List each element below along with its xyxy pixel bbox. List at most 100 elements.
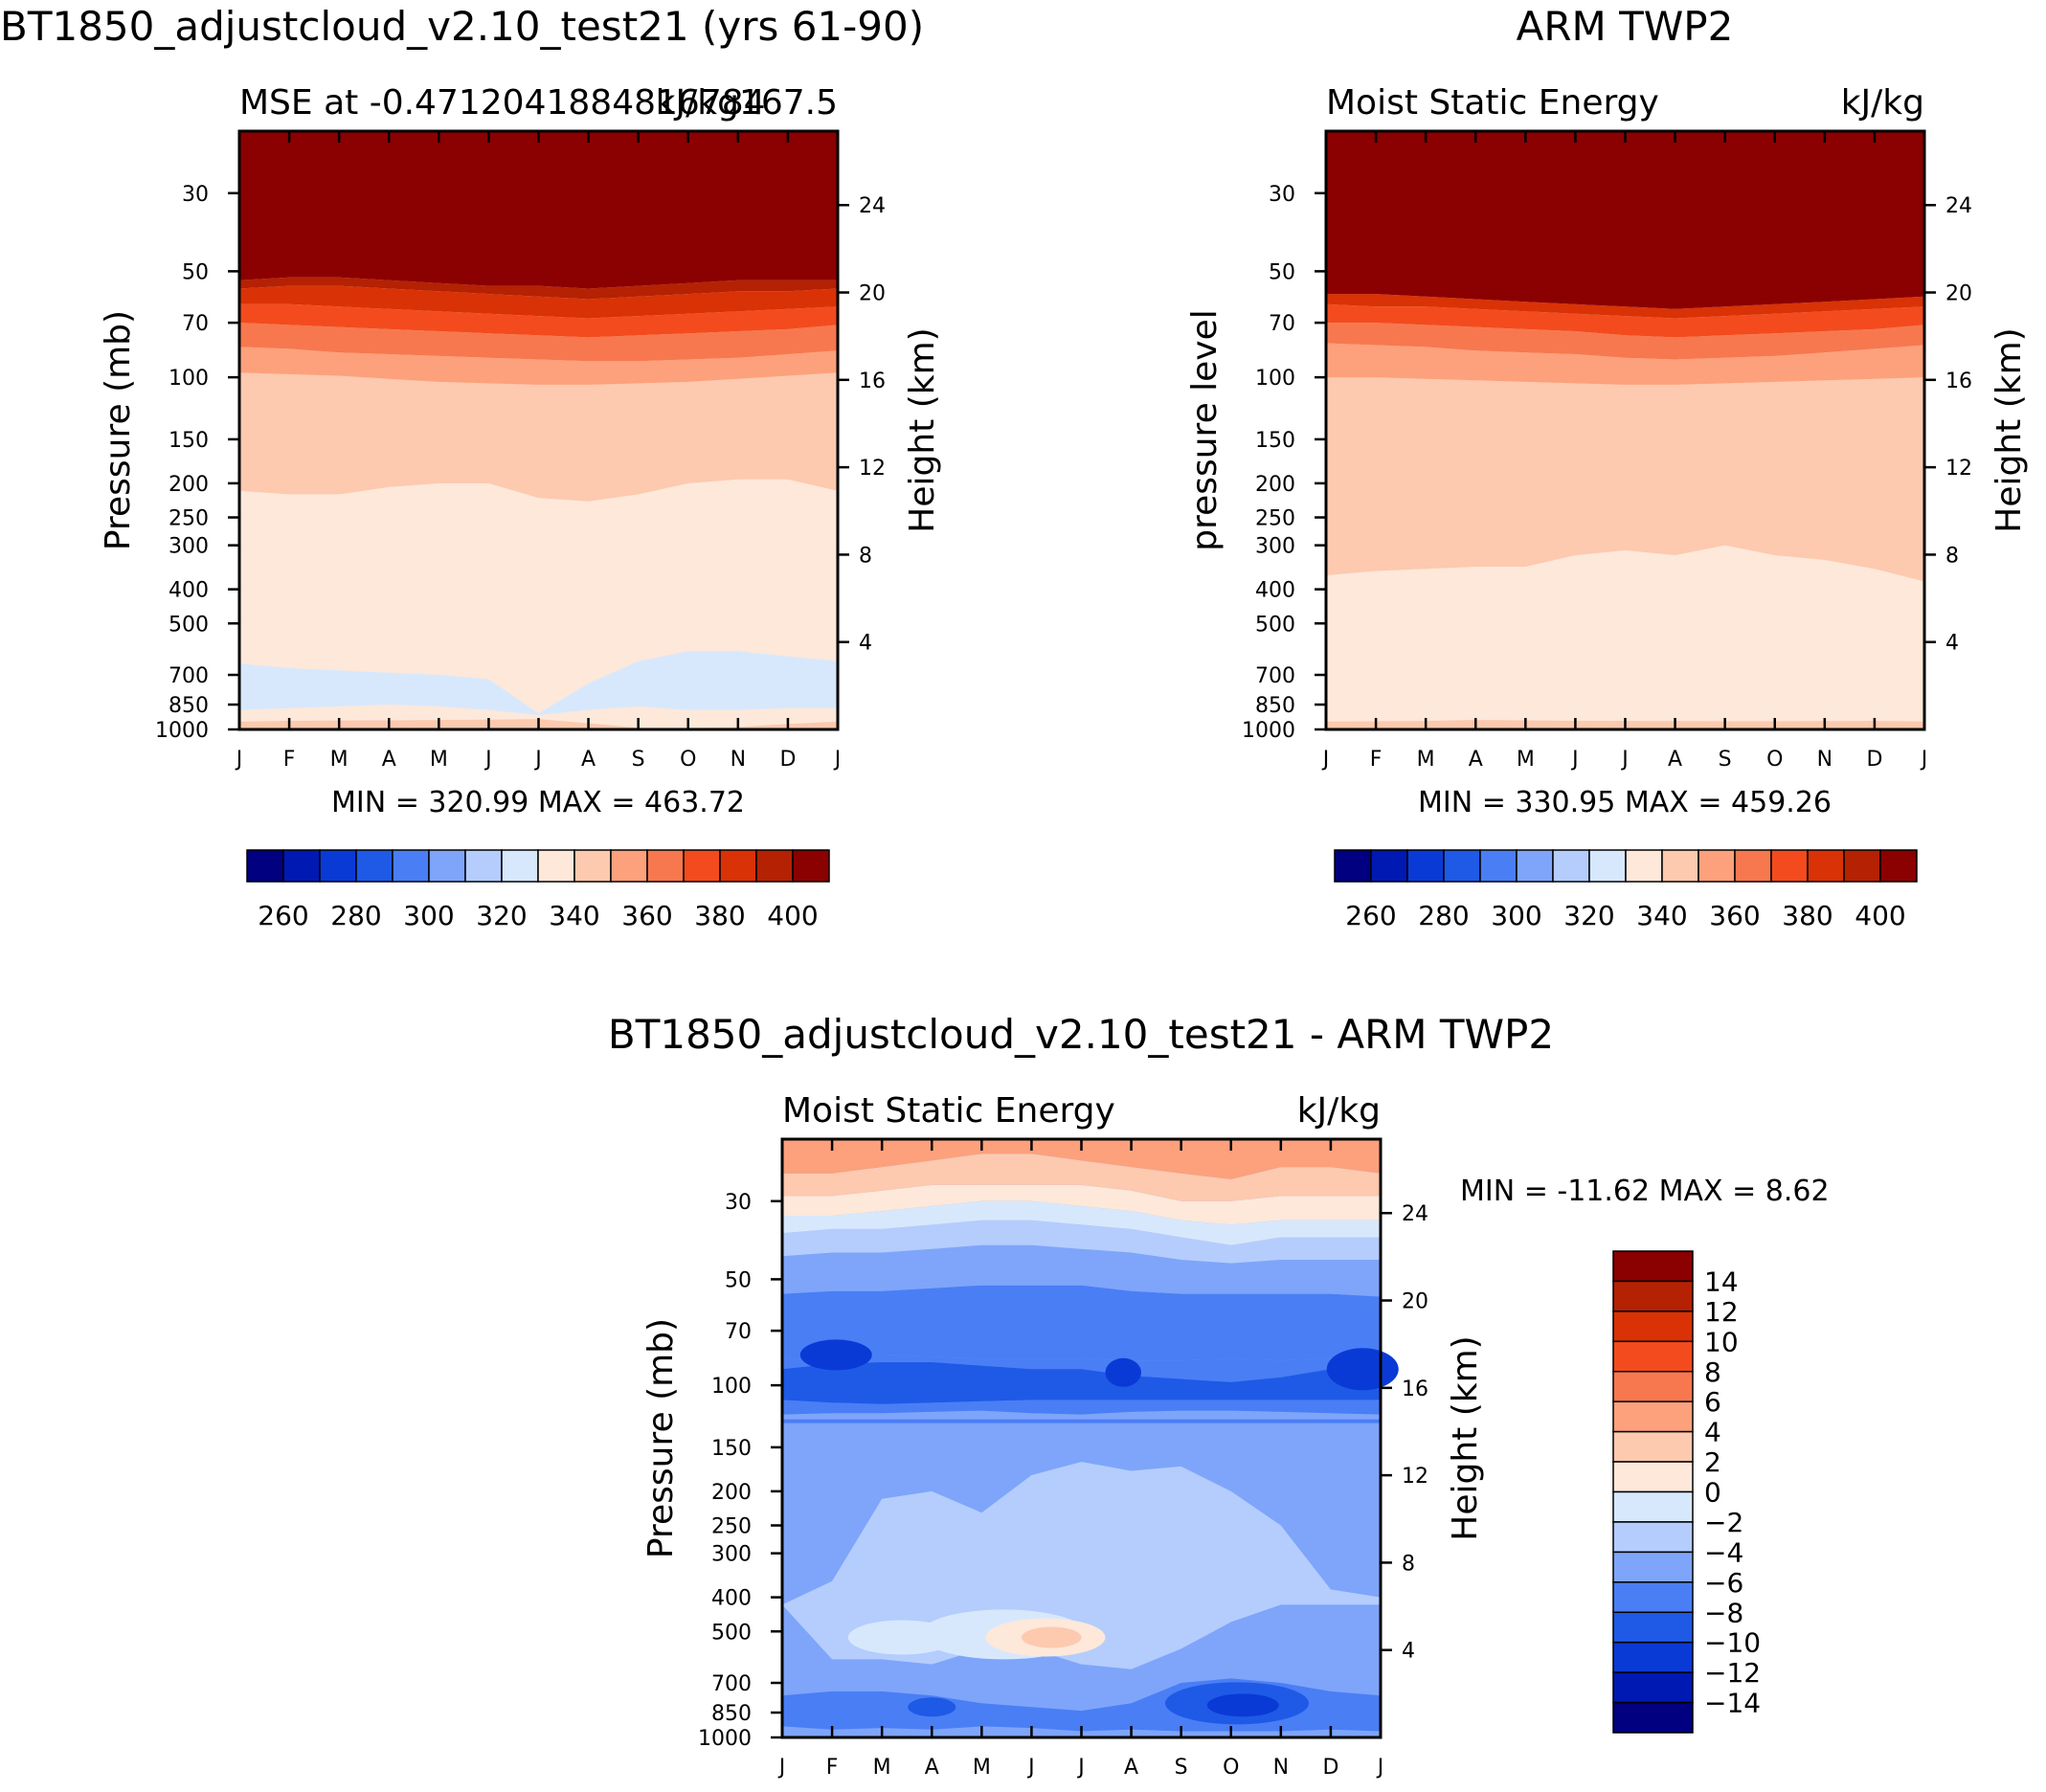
y-tick-label: 500	[169, 613, 209, 637]
height-tick-label: 24	[1402, 1202, 1428, 1226]
height-tick-label: 24	[859, 194, 886, 218]
contour-band	[1326, 294, 1924, 319]
height-tick-label: 4	[1945, 632, 1959, 656]
height-tick-label: 16	[859, 370, 886, 393]
y-tick-label: 700	[169, 664, 209, 688]
panel-title: ARM TWP2	[1517, 3, 1734, 50]
x-tick-label: O	[1223, 1756, 1239, 1780]
contour-band	[1326, 343, 1924, 385]
y-tick-label: 250	[1255, 507, 1295, 531]
height-tick-label: 8	[1945, 544, 1959, 568]
colorbar-box	[1612, 1250, 1694, 1283]
contour-band	[239, 277, 838, 300]
colorbar-label: −14	[1704, 1688, 1761, 1719]
y-tick-label: 200	[1255, 473, 1295, 497]
colorbar-label: 300	[403, 900, 454, 931]
right-subtitle: kJ/kg	[1841, 83, 1924, 123]
colorbar-label: 360	[1709, 900, 1760, 931]
colorbar-box	[1612, 1490, 1694, 1523]
x-tick-label: D	[1322, 1756, 1338, 1780]
x-tick-label: J	[533, 748, 542, 772]
x-tick-label: J	[1620, 748, 1629, 772]
left-subtitle: Moist Static Energy	[1326, 83, 1659, 123]
contour-blob	[799, 1339, 872, 1371]
contour-band	[782, 1184, 1381, 1225]
colorbar-label: −12	[1704, 1657, 1761, 1689]
colorbar-box	[1552, 849, 1590, 883]
y-tick-label: 30	[1269, 183, 1295, 207]
y-tick-label: 850	[711, 1702, 752, 1726]
colorbar-label: −4	[1704, 1536, 1743, 1568]
y-tick-label: 100	[169, 367, 209, 391]
contour-blob	[908, 1697, 956, 1717]
height-tick-label: 8	[1402, 1552, 1415, 1576]
colorbar-label: 280	[1418, 900, 1469, 931]
x-tick-label: O	[680, 748, 696, 772]
colorbar-box	[610, 849, 648, 883]
left-axis-label: pressure level	[1185, 309, 1225, 551]
contour-band	[239, 303, 838, 338]
colorbar-box	[428, 849, 466, 883]
colorbar-label: 10	[1704, 1326, 1739, 1357]
x-tick-label: M	[1417, 748, 1435, 772]
right-axis-label: Height (km)	[903, 327, 942, 532]
colorbar-box	[501, 849, 539, 883]
colorbar-box	[1612, 1310, 1694, 1343]
colorbar-box	[1443, 849, 1481, 883]
y-tick-label: 1000	[155, 719, 209, 743]
x-tick-label: J	[833, 748, 842, 772]
colorbar-box	[1612, 1430, 1694, 1463]
colorbar-box	[1370, 849, 1408, 883]
colorbar-box	[1807, 849, 1845, 883]
colorbar-box	[319, 849, 357, 883]
colorbar-box	[1612, 1461, 1694, 1493]
colorbar-box	[755, 849, 794, 883]
x-tick-label: J	[1076, 1756, 1085, 1780]
colorbar-label: 8	[1704, 1356, 1721, 1388]
contour-band	[239, 323, 838, 362]
colorbar-label: −6	[1704, 1567, 1743, 1599]
colorbar-box	[646, 849, 685, 883]
colorbar-box	[1734, 849, 1772, 883]
x-tick-label: M	[873, 1756, 891, 1780]
y-tick-label: 850	[1255, 694, 1295, 718]
contour-band	[1326, 131, 1924, 309]
height-tick-label: 16	[1402, 1378, 1428, 1401]
colorbar-label: 260	[1345, 900, 1396, 931]
height-tick-label: 12	[1945, 457, 1972, 481]
y-tick-label: 250	[711, 1515, 752, 1539]
contour-blob	[1022, 1626, 1082, 1648]
y-tick-label: 150	[711, 1437, 752, 1461]
panel-model: J F M A M J J A S O N D J 30 50 70 100 150 200 250 300 400 500…	[0, 3, 942, 931]
colorbar-box	[1843, 849, 1881, 883]
panel-diff: J F M A M J J A S O N D J305070100150200250300400500…	[608, 1011, 1830, 1780]
colorbar-label: 400	[767, 900, 818, 931]
colorbar-box	[1612, 1371, 1694, 1402]
y-tick-label: 1000	[698, 1727, 752, 1751]
colorbar-box	[1612, 1280, 1694, 1312]
y-tick-label: 30	[182, 183, 209, 207]
contour-band	[782, 1285, 1381, 1361]
left-subtitle: MSE at -0.4712041884816784	[239, 83, 766, 123]
x-tick-label: S	[1719, 748, 1732, 772]
colorbar-box	[246, 849, 284, 883]
colorbar-box	[1698, 849, 1736, 883]
contour-band	[239, 285, 838, 319]
colorbar-label: 280	[330, 900, 381, 931]
contour-band	[1326, 323, 1924, 360]
x-tick-label: S	[1175, 1756, 1188, 1780]
y-tick-label: 50	[1269, 260, 1295, 284]
colorbar-box	[355, 849, 393, 883]
x-tick-label: J	[483, 748, 492, 772]
colorbar-box	[1612, 1581, 1694, 1613]
contour-band	[782, 1220, 1381, 1264]
x-tick-label: N	[731, 748, 746, 772]
colorbar-box	[392, 849, 430, 883]
height-tick-label: 12	[859, 457, 886, 481]
colorbar-box	[1625, 849, 1663, 883]
height-tick-label: 20	[859, 282, 886, 306]
contour-band	[782, 1462, 1381, 1669]
y-tick-label: 70	[1269, 312, 1295, 336]
y-tick-label: 300	[1255, 535, 1295, 559]
